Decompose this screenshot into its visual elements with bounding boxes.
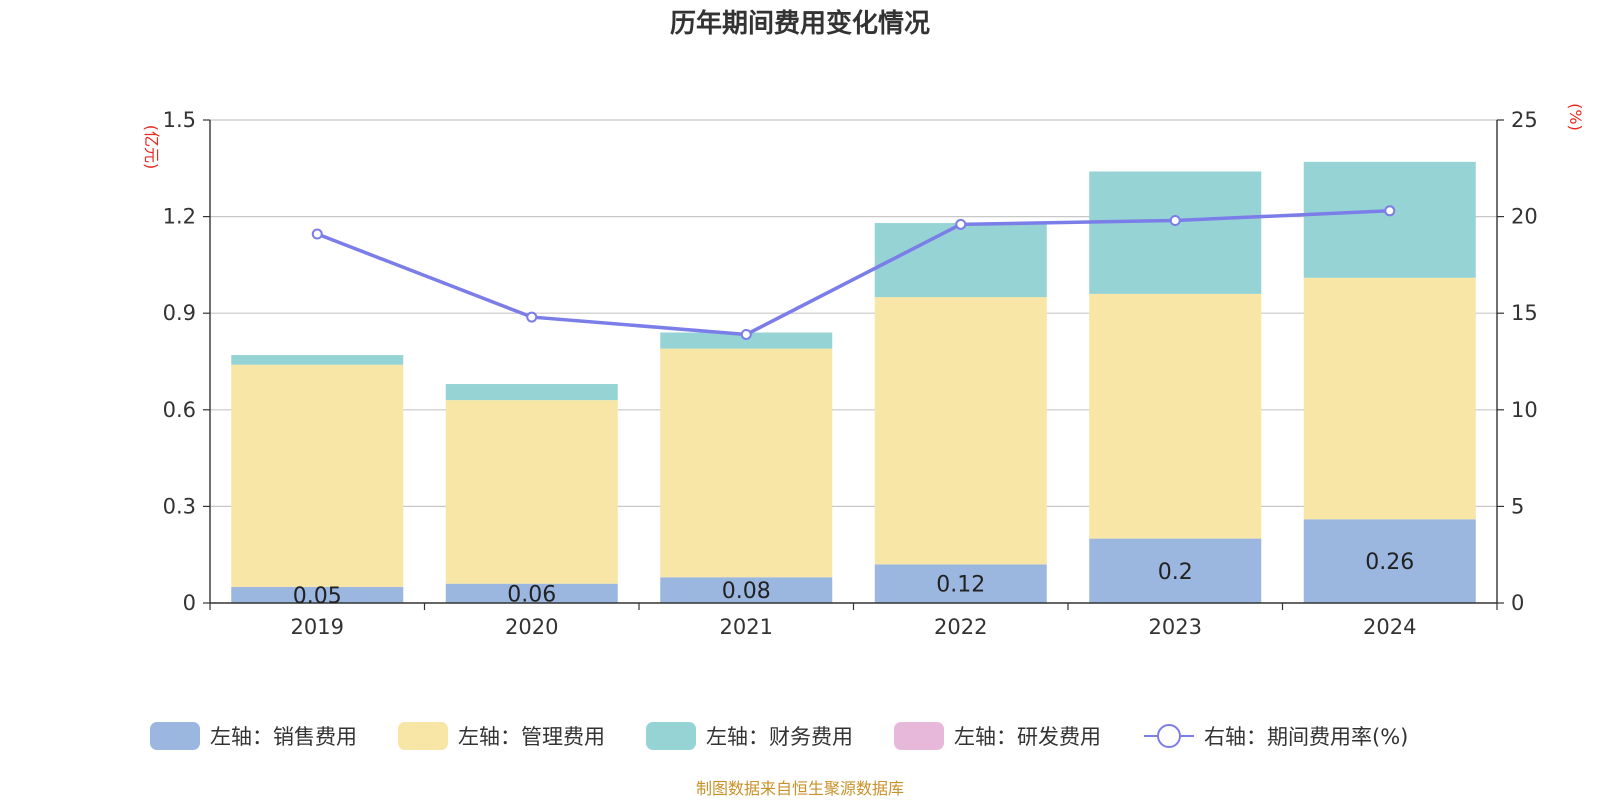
right-tick-label: 25 xyxy=(1511,108,1538,132)
bar-data-label: 0.05 xyxy=(293,584,342,609)
bar-segment xyxy=(1303,519,1476,603)
bars xyxy=(231,161,1476,603)
bar-segment xyxy=(874,223,1047,298)
bar-segment xyxy=(660,577,833,603)
x-tick-label: 2019 xyxy=(291,615,344,639)
left-tick-label: 0.9 xyxy=(163,301,196,325)
legend-swatch xyxy=(398,722,448,750)
right-tick-label: 20 xyxy=(1511,205,1538,229)
rate-point xyxy=(526,311,538,323)
right-tick-label: 0 xyxy=(1511,591,1524,615)
left-tick-label: 0.6 xyxy=(163,398,196,422)
bar-segment xyxy=(1089,171,1262,294)
left-tick-label: 1.2 xyxy=(163,205,196,229)
right-axis-unit: (%) xyxy=(1566,103,1585,131)
bar-segment xyxy=(445,400,618,584)
legend: 左轴：销售费用 左轴：管理费用 左轴：财务费用 左轴：研发费用 右轴：期间费用率(%) xyxy=(150,722,1408,750)
legend-marker xyxy=(1157,724,1181,748)
rate-point xyxy=(955,218,967,230)
bar-segment xyxy=(1303,277,1476,520)
legend-label: 左轴：管理费用 xyxy=(458,725,605,749)
bar-data-label: 0.12 xyxy=(936,573,985,598)
rate-line-path xyxy=(316,209,1390,337)
legend-label: 左轴：财务费用 xyxy=(706,725,853,749)
x-tick-label: 2024 xyxy=(1363,615,1416,639)
bar-data-label: 0.2 xyxy=(1158,560,1193,585)
rate-point xyxy=(740,328,752,340)
left-axis-unit: (亿元) xyxy=(142,125,161,170)
axes: 0 0.3 0.6 0.9 1.2 1.5 0 5 10 15 20 25 2019 2020 2021 20… xyxy=(163,108,1538,639)
bar-segment xyxy=(1089,293,1262,539)
x-tick-label: 2020 xyxy=(505,615,558,639)
bar-data-label: 0.26 xyxy=(1365,550,1414,575)
legend-label: 左轴：研发费用 xyxy=(954,725,1101,749)
left-tick-label: 0.3 xyxy=(163,494,196,518)
bar-segment xyxy=(660,332,833,349)
x-tick-label: 2023 xyxy=(1149,615,1202,639)
bar-segment xyxy=(874,564,1047,603)
source-note: 制图数据来自恒生聚源数据库 xyxy=(696,779,904,798)
left-tick-label: 1.5 xyxy=(163,108,196,132)
bar-segment xyxy=(231,355,404,365)
x-tick-label: 2022 xyxy=(934,615,987,639)
bar-segment xyxy=(231,586,404,603)
legend-swatch xyxy=(894,722,944,750)
rate-point xyxy=(1384,205,1396,217)
bar-segment xyxy=(1303,161,1476,278)
bar-segment xyxy=(445,384,618,401)
bar-segment xyxy=(874,297,1047,565)
bar-segment xyxy=(445,583,618,603)
legend-swatch xyxy=(150,722,200,750)
bar-data-label: 0.06 xyxy=(507,582,556,607)
bar-segment xyxy=(660,348,833,578)
bar-segment xyxy=(1089,538,1262,603)
legend-label: 左轴：销售费用 xyxy=(210,725,357,749)
chart-title: 历年期间费用变化情况 xyxy=(670,8,930,39)
rate-point xyxy=(1169,214,1181,226)
legend-swatch xyxy=(646,722,696,750)
right-tick-label: 5 xyxy=(1511,494,1524,518)
data-labels: 0.05 0.06 0.08 0.12 0.2 0.26 xyxy=(293,550,1414,609)
right-tick-label: 10 xyxy=(1511,398,1538,422)
rate-point xyxy=(311,228,323,240)
bar-segment xyxy=(231,364,404,587)
legend-label: 右轴：期间费用率(%) xyxy=(1204,725,1408,749)
rate-line xyxy=(311,205,1396,340)
bar-data-label: 0.08 xyxy=(722,579,771,604)
left-tick-label: 0 xyxy=(183,591,196,615)
x-tick-label: 2021 xyxy=(720,615,773,639)
right-tick-label: 15 xyxy=(1511,301,1538,325)
